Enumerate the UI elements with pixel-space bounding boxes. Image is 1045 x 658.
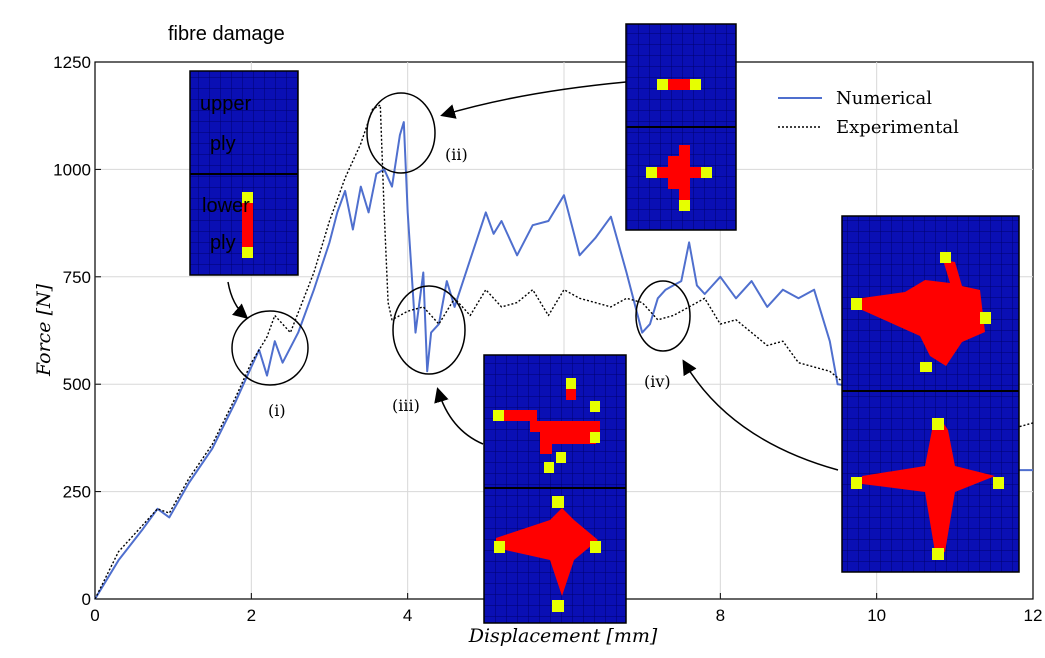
y-axis-title: Force [N]	[33, 283, 55, 377]
x-tick-label: 4	[403, 606, 412, 625]
y-tick-label: 750	[63, 268, 91, 287]
arrow-to-i	[227, 281, 249, 319]
label-i: (i)	[268, 401, 286, 420]
arrow-to-ii	[440, 81, 627, 119]
legend-label-experimental: Experimental	[836, 117, 959, 138]
inset-iii	[483, 354, 627, 624]
y-tick-label: 1000	[53, 160, 91, 179]
inset-i: upper ply lower ply	[189, 70, 299, 276]
label-iv: (iv)	[644, 372, 671, 391]
y-tick-label: 0	[82, 590, 91, 609]
inset-lower-ply-label-line2: ply	[210, 232, 236, 254]
y-tick-label: 250	[63, 483, 91, 502]
circle-i	[231, 310, 309, 386]
label-iii: (iii)	[392, 396, 420, 415]
circle-iv	[635, 280, 691, 352]
label-ii: (ii)	[445, 145, 468, 164]
arrow-to-iv	[682, 359, 839, 471]
legend: Numerical Experimental	[778, 88, 959, 138]
y-tick-label: 500	[63, 375, 91, 394]
axis-ticks: 024681012025050075010001250	[53, 53, 1042, 625]
x-tick-label: 2	[247, 606, 256, 625]
series-line-numerical	[94, 121, 1033, 600]
series-lines	[94, 104, 1034, 600]
circle-ii	[366, 92, 436, 174]
x-tick-label: 0	[90, 606, 99, 625]
y-tick-label: 1250	[53, 53, 91, 72]
inset-iv	[841, 215, 1020, 573]
circle-iii	[392, 285, 466, 375]
inset-upper-ply-label-line1: upper	[200, 93, 251, 115]
inset-ii	[625, 23, 737, 231]
inset-lower-ply-label-line1: lower	[202, 195, 250, 217]
legend-label-numerical: Numerical	[836, 88, 932, 109]
inset-upper-ply-label-line2: ply	[210, 133, 236, 155]
x-axis-title: Displacement [mm]	[468, 625, 658, 647]
x-tick-label: 10	[867, 606, 886, 625]
arrow-to-iii	[434, 387, 484, 445]
chart-title: fibre damage	[168, 23, 285, 45]
x-tick-label: 8	[716, 606, 725, 625]
x-tick-label: 12	[1024, 606, 1043, 625]
